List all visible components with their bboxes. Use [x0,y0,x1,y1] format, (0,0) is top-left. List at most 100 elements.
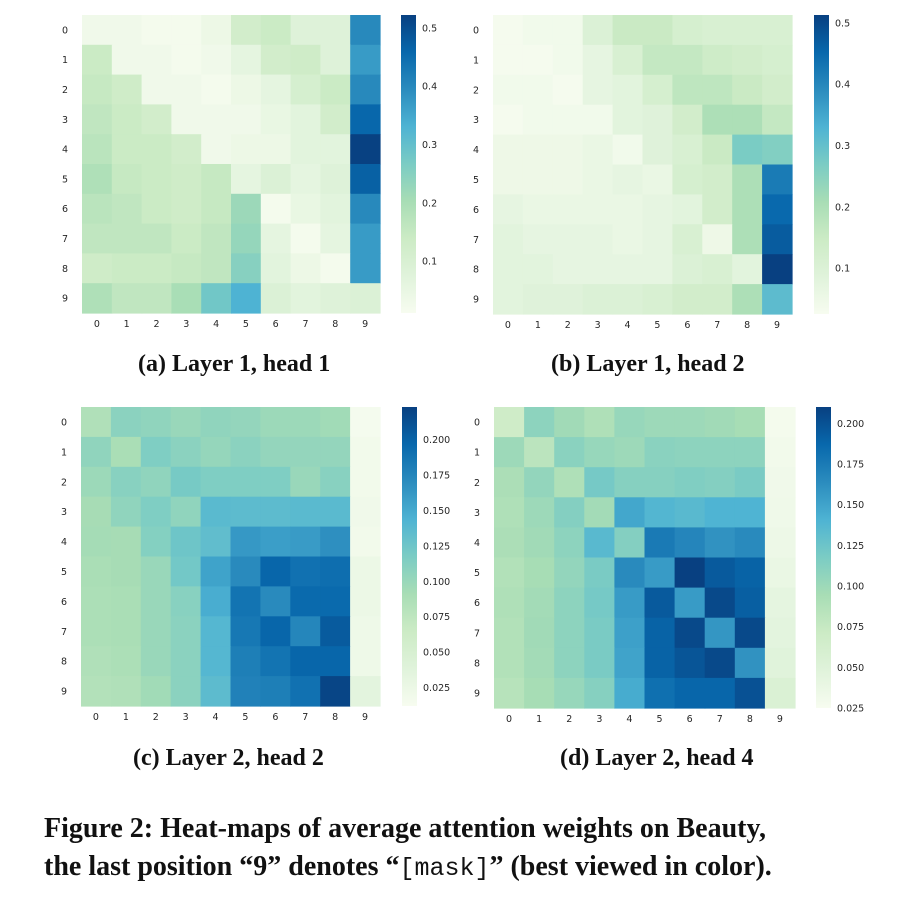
heatmap-cell-4-5 [231,134,262,165]
heatmap-cell-0-8 [320,407,351,438]
x-tick-label-0: 0 [93,712,99,723]
x-tick-label-7: 7 [302,712,308,723]
heatmap-cell-5-8 [732,164,763,195]
colorbar-tick-label-7: 0.200 [423,435,450,446]
y-tick-label-0: 0 [473,25,479,36]
heatmap-cell-2-2 [552,74,584,106]
heatmap-cell-5-1 [111,164,143,195]
y-tick-label-9: 9 [62,294,68,305]
heatmap-cell-0-3 [584,407,615,438]
heatmap-cell-4-9 [762,134,793,166]
heatmap-cell-5-0 [81,556,112,587]
heatmap-cell-6-7 [704,587,736,619]
heatmap-cell-2-8 [320,466,351,498]
colorbar-tick-label-1: 0.2 [422,198,437,209]
heatmap-cell-2-0 [493,74,524,106]
colorbar-tick-label-2: 0.075 [423,612,450,623]
heatmap-cell-4-4 [200,526,232,558]
heatmap-cell-4-4 [612,134,644,166]
heatmap-cell-6-2 [554,587,585,619]
y-tick-label-8: 8 [473,265,479,276]
heatmap-cell-0-2 [554,407,585,438]
heatmap-cell-2-0 [82,74,113,105]
heatmap-cell-2-5 [230,466,261,498]
heatmap-cell-9-6 [672,284,703,315]
heatmap-cell-0-2 [140,407,172,438]
colorbar-tick-label-1: 0.2 [835,202,850,213]
heatmap-cell-8-7 [702,254,733,285]
heatmap-cell-2-1 [111,74,143,105]
heatmap-cell-8-8 [320,646,351,677]
y-tick-label-1: 1 [473,55,479,66]
heatmap-cell-6-9 [762,194,793,225]
y-tick-label-1: 1 [62,55,68,66]
heatmap-cell-2-7 [290,466,321,498]
heatmap-cell-0-3 [171,15,202,46]
heatmap-cell-7-1 [111,223,143,254]
heatmap-cell-3-5 [231,104,262,135]
heatmap-cell-1-4 [201,44,232,76]
heatmap-cell-4-3 [584,527,615,559]
heatmap-cell-0-6 [672,15,703,46]
caption-mask-token: [mask] [399,854,490,883]
heatmap-cell-2-4 [200,466,232,498]
heatmap-cell-4-6 [260,134,292,165]
heatmap-cell-0-9 [762,15,793,46]
heatmap-cell-4-8 [320,134,351,165]
heatmap-cell-1-6 [260,436,291,468]
heatmap-cell-4-1 [111,134,143,165]
heatmap-cell-1-3 [582,44,614,76]
y-tick-label-4: 4 [61,537,67,548]
heatmap-cell-6-8 [732,194,763,225]
heatmap-cell-3-8 [734,497,766,528]
y-tick-label-6: 6 [62,204,68,215]
heatmap-cell-9-4 [614,677,646,709]
heatmap-cell-5-7 [704,557,736,589]
heatmap-cell-0-5 [231,15,262,46]
heatmap-cell-6-6 [260,586,291,617]
heatmap-cell-4-7 [704,527,736,559]
heatmap-cell-8-9 [350,253,381,284]
heatmap-cell-9-0 [493,284,524,315]
heatmap-cell-0-3 [582,15,614,46]
y-tick-label-2: 2 [62,85,68,96]
heatmap-cell-2-8 [734,467,766,498]
heatmap-cell-8-5 [230,646,261,677]
heatmap-cell-0-6 [674,407,706,438]
heatmap-cell-1-8 [732,44,763,76]
heatmap-cell-9-0 [81,676,112,707]
heatmap-cell-2-4 [612,74,644,106]
heatmap-cell-5-5 [230,556,261,587]
heatmap-cell-8-9 [762,254,793,285]
colorbar-tick-label-4: 0.5 [835,18,850,29]
heatmap-cell-6-9 [350,586,381,617]
heatmap-cell-3-6 [674,497,706,528]
heatmap-cells [82,15,381,314]
heatmap-cell-6-3 [584,587,615,619]
heatmap-cell-6-7 [702,194,733,225]
heatmap-cell-6-3 [170,586,202,617]
heatmap-cell-9-2 [552,284,584,315]
heatmap-cell-5-6 [260,556,291,587]
colorbar-tick-label-7: 0.200 [837,419,864,430]
heatmap-cell-3-7 [290,104,321,135]
heatmap-cell-3-7 [704,497,736,528]
heatmap-cell-7-6 [672,224,703,255]
heatmap-cell-9-0 [82,283,113,314]
x-tick-label-4: 4 [626,714,632,725]
heatmap-cell-1-3 [584,437,615,468]
colorbar-tick-label-0: 0.025 [423,683,450,694]
y-tick-label-5: 5 [474,568,480,579]
heatmap-cell-0-5 [230,407,261,438]
heatmap-cell-8-8 [732,254,763,285]
heatmap-cell-5-3 [584,557,615,589]
heatmap-cell-9-3 [582,284,614,315]
y-tick-label-6: 6 [61,597,67,608]
heatmap-cell-0-4 [200,407,232,438]
y-tick-label-4: 4 [474,538,480,549]
caption-line-1: Figure 2: Heat-maps of average attention… [44,813,766,844]
heatmap-cell-7-3 [171,223,202,254]
heatmap-cell-9-1 [522,284,554,315]
heatmap-cell-0-5 [642,15,673,46]
heatmap-cell-5-6 [260,164,292,195]
